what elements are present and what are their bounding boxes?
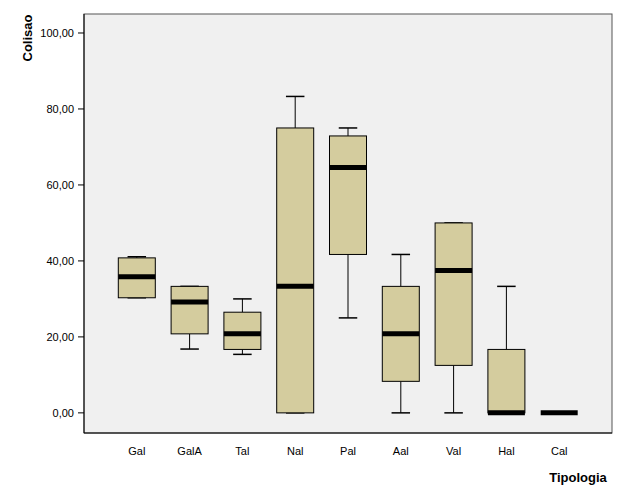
median [488,410,525,415]
y-tick-label: 80,00 [46,103,74,115]
box [277,128,314,413]
whisker-cap-max [233,298,252,300]
y-tick-label: 60,00 [46,179,74,191]
whisker-cap-min [392,412,411,414]
y-tick-label: 100,00 [40,27,74,39]
x-tick-label: Aal [393,445,409,457]
y-tick [78,336,84,337]
whisker-upper [295,96,296,128]
chart-svg: 0,00 20,00 40,00 60,00 80,00 100,00 Gal GalA Tal… [0,0,625,500]
y-tick [78,184,84,185]
box [435,223,472,365]
chart-container: 0,00 20,00 40,00 60,00 80,00 100,00 Gal GalA Tal… [0,0,625,500]
whisker-lower [400,381,401,413]
whisker-upper [348,128,349,136]
y-axis-title: Colisao [20,14,35,61]
whisker-upper [242,299,243,312]
median [382,331,419,336]
whisker-cap-min [233,354,252,356]
y-tick [78,412,84,413]
median [224,331,261,336]
median [330,165,367,170]
x-axis-line [84,433,612,434]
whisker-cap-max [339,127,358,129]
whisker-cap-min [339,317,358,319]
x-tick-label: Hal [498,445,515,457]
box [330,136,367,255]
median [541,410,578,415]
median [118,274,155,279]
box [224,312,261,349]
whisker-cap-max [497,286,516,288]
x-tick-label: Pal [340,445,356,457]
plot-area [84,14,612,433]
box [171,286,208,333]
whisker-lower [189,334,190,349]
box [118,258,155,298]
y-axis-line [84,14,85,433]
x-tick-label: Gal [128,445,145,457]
x-tick-label: Tal [235,445,249,457]
boxes [118,96,577,412]
whisker-upper [400,254,401,286]
x-tick-label: Val [446,445,461,457]
box [488,349,525,412]
box [541,412,578,413]
box [382,286,419,381]
y-tick [78,260,84,261]
whisker-cap-max [392,254,411,256]
y-tick [78,108,84,109]
whisker-cap-min [444,412,463,414]
x-axis-title: Tipologia [549,470,607,485]
y-tick-label: 20,00 [46,331,74,343]
x-tick-label: Cal [551,445,568,457]
median [171,299,208,304]
whisker-cap-max [128,256,147,258]
median [435,268,472,273]
y-tick [78,32,84,33]
y-tick-label: 40,00 [46,255,74,267]
y-tick-label: 0,00 [53,407,74,419]
whisker-lower [453,365,454,412]
whisker-cap-min [180,348,199,350]
x-tick-label: GalA [177,445,202,457]
median [277,284,314,289]
whisker-lower [348,254,349,317]
whisker-cap-max [286,96,305,98]
x-tick-label: Nal [287,445,304,457]
whisker-upper [506,286,507,349]
